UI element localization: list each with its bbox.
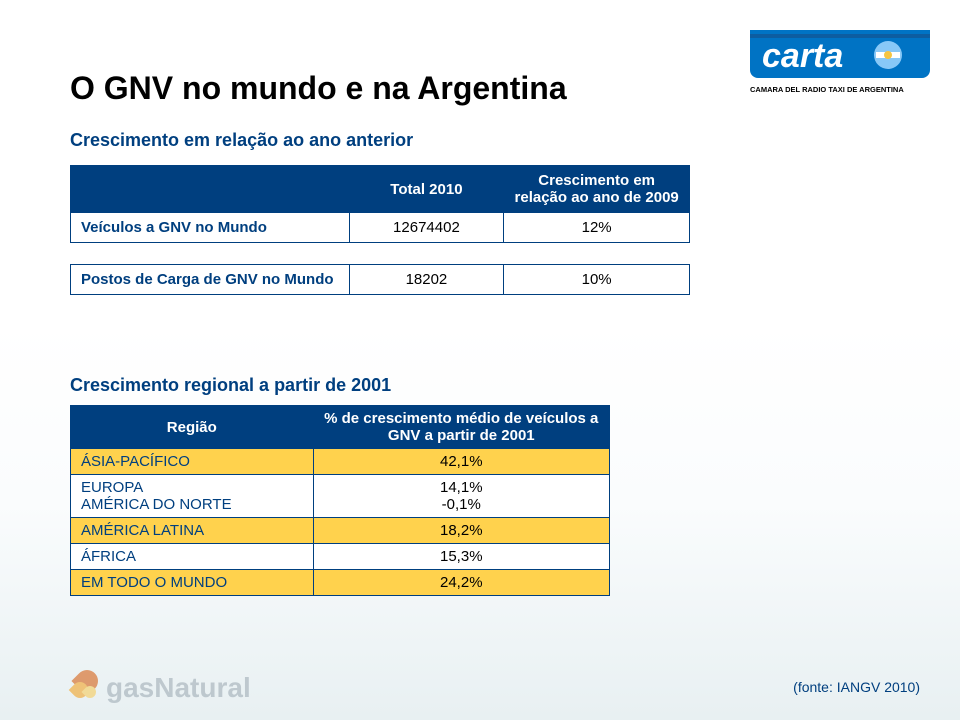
table-world-totals: Total 2010 Crescimento em relação ao ano… [70, 165, 690, 295]
table1-growth-stations: 10% [504, 265, 690, 295]
flame-icon [70, 670, 100, 705]
subtitle-growth: Crescimento em relação ao ano anterior [70, 130, 413, 151]
table2-row-2: AMÉRICA LATINA 18,2% [71, 518, 610, 544]
table2-row-4: EM TODO O MUNDO 24,2% [71, 570, 610, 596]
table1-label-stations: Postos de Carga de GNV no Mundo [71, 265, 350, 295]
table2-value-0: 42,1% [313, 449, 609, 475]
table1-h0 [71, 166, 350, 213]
gasnatural-logo: gasNatural [70, 670, 251, 705]
carta-logo: carta CAMARA DEL RADIO TAXI DE ARGENTINA [750, 30, 930, 100]
svg-text:CAMARA DEL RADIO TAXI DE ARGEN: CAMARA DEL RADIO TAXI DE ARGENTINA [750, 85, 904, 94]
table1-label-vehicles: Veículos a GNV no Mundo [71, 213, 350, 243]
table1-header-row: Total 2010 Crescimento em relação ao ano… [71, 166, 690, 213]
svg-text:carta: carta [762, 37, 843, 75]
table2-row-1: EUROPA AMÉRICA DO NORTE 14,1% -0,1% [71, 475, 610, 518]
table1-h1: Total 2010 [349, 166, 504, 213]
table1-row-vehicles: Veículos a GNV no Mundo 12674402 12% [71, 213, 690, 243]
table2-region-3: ÁFRICA [71, 544, 314, 570]
gasnatural-text: gasNatural [106, 672, 251, 704]
table2-value-1: 14,1% -0,1% [313, 475, 609, 518]
table2-region-0: ÁSIA-PACÍFICO [71, 449, 314, 475]
table1-growth-vehicles: 12% [504, 213, 690, 243]
table2-h1: % de crescimento médio de veículos a GNV… [313, 406, 609, 449]
page-title: O GNV no mundo e na Argentina [70, 70, 567, 107]
table2-h0: Região [71, 406, 314, 449]
table2-value-2: 18,2% [313, 518, 609, 544]
table2-row-0: ÁSIA-PACÍFICO 42,1% [71, 449, 610, 475]
table2-region-1: EUROPA AMÉRICA DO NORTE [71, 475, 314, 518]
table1-h2: Crescimento em relação ao ano de 2009 [504, 166, 690, 213]
table2-region-2: AMÉRICA LATINA [71, 518, 314, 544]
table2-value-3: 15,3% [313, 544, 609, 570]
source-citation: (fonte: IANGV 2010) [793, 679, 920, 695]
table1-row-stations: Postos de Carga de GNV no Mundo 18202 10… [71, 265, 690, 295]
table1-total-stations: 18202 [349, 265, 504, 295]
table2-row-3: ÁFRICA 15,3% [71, 544, 610, 570]
table1-gap [71, 243, 690, 265]
table-regional-growth: Região % de crescimento médio de veículo… [70, 405, 610, 596]
table2-header-row: Região % de crescimento médio de veículo… [71, 406, 610, 449]
table2-value-4: 24,2% [313, 570, 609, 596]
subtitle-regional: Crescimento regional a partir de 2001 [70, 375, 391, 396]
table1-total-vehicles: 12674402 [349, 213, 504, 243]
table2-region-4: EM TODO O MUNDO [71, 570, 314, 596]
